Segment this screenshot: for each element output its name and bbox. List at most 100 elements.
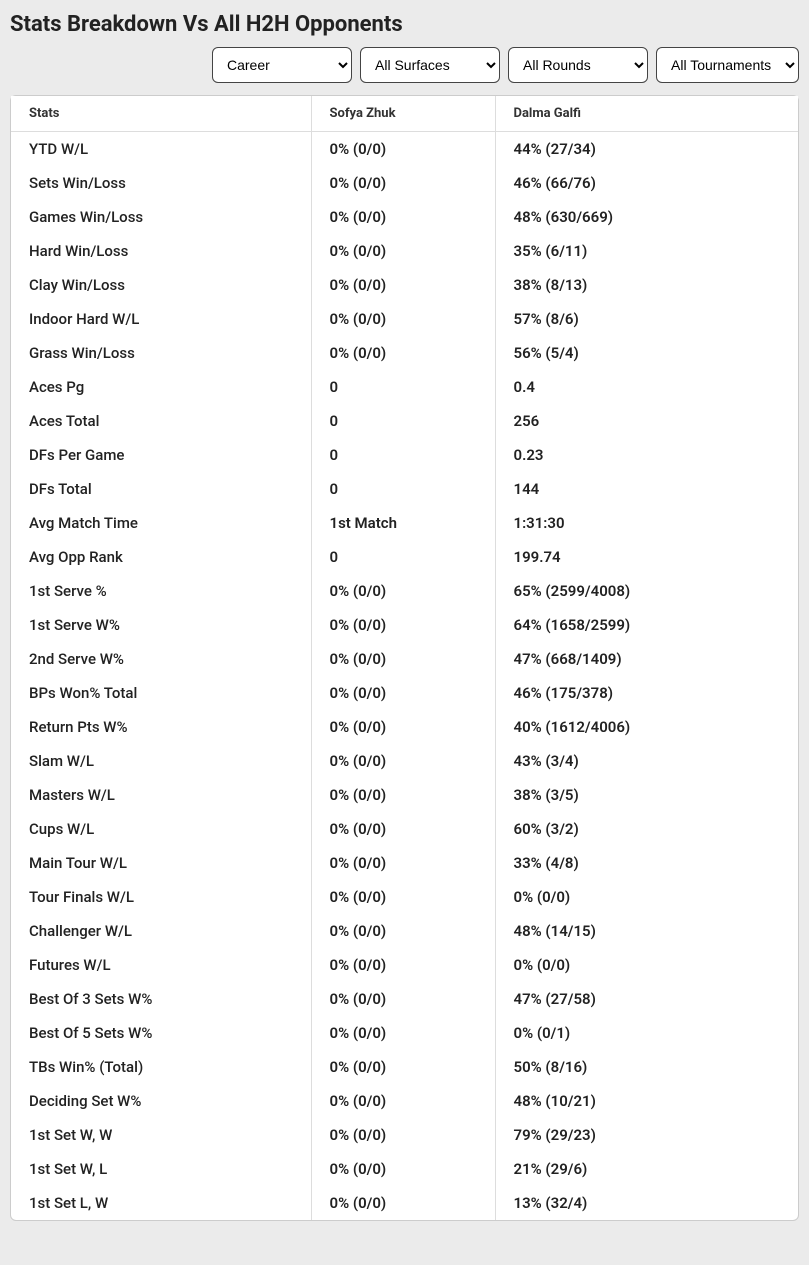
stat-value-player1: 0% (0/0) xyxy=(311,914,495,948)
stat-value-player1: 0% (0/0) xyxy=(311,1016,495,1050)
table-row: Best Of 3 Sets W%0% (0/0)47% (27/58) xyxy=(11,982,798,1016)
table-row: Best Of 5 Sets W%0% (0/0)0% (0/1) xyxy=(11,1016,798,1050)
stats-table: Stats Sofya Zhuk Dalma Galfi YTD W/L0% (… xyxy=(11,96,798,1220)
stat-value-player1: 0% (0/0) xyxy=(311,812,495,846)
stat-value-player2: 43% (3/4) xyxy=(495,744,798,778)
stat-value-player1: 0% (0/0) xyxy=(311,336,495,370)
stat-value-player2: 21% (29/6) xyxy=(495,1152,798,1186)
table-row: Aces Total0256 xyxy=(11,404,798,438)
stat-label: Main Tour W/L xyxy=(11,846,311,880)
col-header-player2: Dalma Galfi xyxy=(495,96,798,132)
stat-value-player2: 0% (0/0) xyxy=(495,948,798,982)
filter-bar: Career All Surfaces All Rounds All Tourn… xyxy=(0,47,809,95)
stat-value-player2: 38% (8/13) xyxy=(495,268,798,302)
stat-label: 1st Serve W% xyxy=(11,608,311,642)
stat-value-player1: 0% (0/0) xyxy=(311,1118,495,1152)
stat-value-player2: 47% (27/58) xyxy=(495,982,798,1016)
stat-label: Clay Win/Loss xyxy=(11,268,311,302)
table-row: Sets Win/Loss0% (0/0)46% (66/76) xyxy=(11,166,798,200)
stat-value-player2: 0% (0/1) xyxy=(495,1016,798,1050)
stat-value-player2: 44% (27/34) xyxy=(495,132,798,167)
table-row: 1st Serve W%0% (0/0)64% (1658/2599) xyxy=(11,608,798,642)
stat-value-player1: 0 xyxy=(311,370,495,404)
stat-label: YTD W/L xyxy=(11,132,311,167)
table-header-row: Stats Sofya Zhuk Dalma Galfi xyxy=(11,96,798,132)
stat-label: 1st Set W, L xyxy=(11,1152,311,1186)
stat-value-player2: 60% (3/2) xyxy=(495,812,798,846)
table-row: Grass Win/Loss0% (0/0)56% (5/4) xyxy=(11,336,798,370)
stat-label: 1st Set L, W xyxy=(11,1186,311,1220)
stat-label: Tour Finals W/L xyxy=(11,880,311,914)
stat-label: DFs Total xyxy=(11,472,311,506)
table-row: Cups W/L0% (0/0)60% (3/2) xyxy=(11,812,798,846)
table-row: Futures W/L0% (0/0)0% (0/0) xyxy=(11,948,798,982)
stat-value-player1: 0% (0/0) xyxy=(311,268,495,302)
page-title: Stats Breakdown Vs All H2H Opponents xyxy=(0,0,809,47)
stat-value-player2: 0.23 xyxy=(495,438,798,472)
stat-label: Games Win/Loss xyxy=(11,200,311,234)
stat-label: Masters W/L xyxy=(11,778,311,812)
table-row: Clay Win/Loss0% (0/0)38% (8/13) xyxy=(11,268,798,302)
stat-value-player1: 0% (0/0) xyxy=(311,880,495,914)
stat-value-player1: 0% (0/0) xyxy=(311,200,495,234)
stat-value-player2: 64% (1658/2599) xyxy=(495,608,798,642)
stat-value-player1: 0% (0/0) xyxy=(311,1084,495,1118)
stat-value-player1: 0% (0/0) xyxy=(311,982,495,1016)
stats-table-wrap: Stats Sofya Zhuk Dalma Galfi YTD W/L0% (… xyxy=(10,95,799,1221)
stat-value-player2: 48% (14/15) xyxy=(495,914,798,948)
stat-value-player1: 0% (0/0) xyxy=(311,642,495,676)
surface-select[interactable]: All Surfaces xyxy=(360,47,500,83)
stat-value-player2: 35% (6/11) xyxy=(495,234,798,268)
table-row: Hard Win/Loss0% (0/0)35% (6/11) xyxy=(11,234,798,268)
stat-label: Sets Win/Loss xyxy=(11,166,311,200)
table-row: 1st Set W, L0% (0/0)21% (29/6) xyxy=(11,1152,798,1186)
stat-label: 2nd Serve W% xyxy=(11,642,311,676)
stat-label: DFs Per Game xyxy=(11,438,311,472)
round-select[interactable]: All Rounds xyxy=(508,47,648,83)
stat-label: Best Of 3 Sets W% xyxy=(11,982,311,1016)
stat-value-player1: 0% (0/0) xyxy=(311,166,495,200)
stat-label: Deciding Set W% xyxy=(11,1084,311,1118)
stat-value-player2: 79% (29/23) xyxy=(495,1118,798,1152)
stat-value-player2: 48% (10/21) xyxy=(495,1084,798,1118)
stat-value-player2: 50% (8/16) xyxy=(495,1050,798,1084)
stat-label: Futures W/L xyxy=(11,948,311,982)
stat-label: Challenger W/L xyxy=(11,914,311,948)
stat-value-player1: 0% (0/0) xyxy=(311,1186,495,1220)
stat-label: TBs Win% (Total) xyxy=(11,1050,311,1084)
stat-value-player1: 0% (0/0) xyxy=(311,234,495,268)
stat-label: Aces Total xyxy=(11,404,311,438)
table-row: Games Win/Loss0% (0/0)48% (630/669) xyxy=(11,200,798,234)
table-row: Indoor Hard W/L0% (0/0)57% (8/6) xyxy=(11,302,798,336)
stat-value-player2: 144 xyxy=(495,472,798,506)
stat-label: Return Pts W% xyxy=(11,710,311,744)
table-row: Challenger W/L0% (0/0)48% (14/15) xyxy=(11,914,798,948)
table-row: Tour Finals W/L0% (0/0)0% (0/0) xyxy=(11,880,798,914)
stat-value-player2: 13% (32/4) xyxy=(495,1186,798,1220)
stat-label: Slam W/L xyxy=(11,744,311,778)
stat-value-player1: 0% (0/0) xyxy=(311,1050,495,1084)
stat-label: Avg Match Time xyxy=(11,506,311,540)
tournament-select[interactable]: All Tournaments xyxy=(656,47,799,83)
table-row: TBs Win% (Total)0% (0/0)50% (8/16) xyxy=(11,1050,798,1084)
stat-value-player2: 65% (2599/4008) xyxy=(495,574,798,608)
stat-value-player1: 0% (0/0) xyxy=(311,846,495,880)
stat-value-player2: 46% (66/76) xyxy=(495,166,798,200)
stat-value-player2: 48% (630/669) xyxy=(495,200,798,234)
stat-value-player1: 0% (0/0) xyxy=(311,302,495,336)
stat-label: Hard Win/Loss xyxy=(11,234,311,268)
period-select[interactable]: Career xyxy=(212,47,352,83)
stat-label: Indoor Hard W/L xyxy=(11,302,311,336)
table-row: Main Tour W/L0% (0/0)33% (4/8) xyxy=(11,846,798,880)
table-row: BPs Won% Total0% (0/0)46% (175/378) xyxy=(11,676,798,710)
stat-label: 1st Set W, W xyxy=(11,1118,311,1152)
table-row: 1st Set L, W0% (0/0)13% (32/4) xyxy=(11,1186,798,1220)
stat-value-player1: 0% (0/0) xyxy=(311,710,495,744)
stat-label: Avg Opp Rank xyxy=(11,540,311,574)
stat-value-player2: 47% (668/1409) xyxy=(495,642,798,676)
stat-value-player1: 0% (0/0) xyxy=(311,778,495,812)
stat-value-player2: 0.4 xyxy=(495,370,798,404)
table-row: 1st Set W, W0% (0/0)79% (29/23) xyxy=(11,1118,798,1152)
stat-value-player1: 0% (0/0) xyxy=(311,676,495,710)
table-row: YTD W/L0% (0/0)44% (27/34) xyxy=(11,132,798,167)
